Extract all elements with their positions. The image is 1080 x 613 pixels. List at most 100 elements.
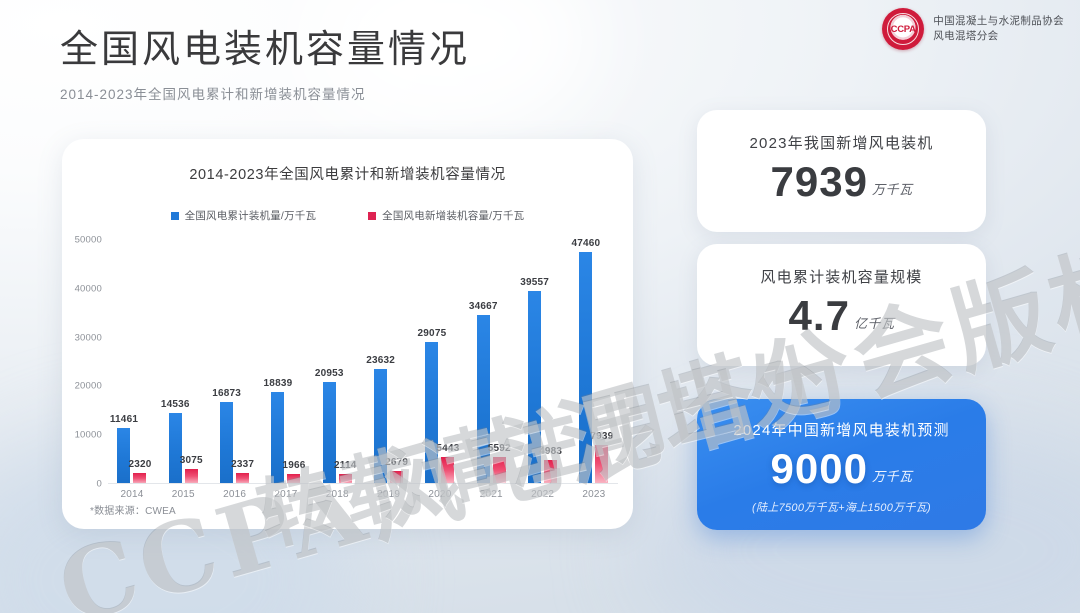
bar-new[interactable]: 4983 (539, 446, 562, 484)
bar-value-label: 18839 (263, 378, 293, 390)
bar-new[interactable]: 5592 (488, 443, 511, 484)
bar-cumulative[interactable]: 23632 (366, 355, 395, 484)
chart-plot-area: 0 10000 20000 30000 40000 50000 11461 2320 1453… (75, 235, 618, 500)
stat-card-forecast-2024: 2024年中国新增风电装机预测 9000 万千瓦 (陆上7500万千瓦+海上15… (697, 399, 986, 530)
bar-new[interactable]: 7939 (590, 431, 613, 484)
bar-group: 11461 2320 (108, 240, 156, 484)
x-axis-tick: 2015 (171, 489, 195, 500)
legend-swatch-icon (170, 211, 179, 220)
bar-value-label: 1966 (282, 460, 306, 472)
chart-card: 2014-2023年全国风电累计和新增装机容量情况 全国风电累计装机量/万千瓦 … (62, 139, 633, 529)
bar-group: 29075 5443 (416, 240, 464, 484)
stat-card-value-row: 7939 万千瓦 (697, 161, 986, 203)
bar-value-label: 2320 (128, 458, 152, 470)
stat-card-subnote: (陆上7500万千瓦+海上1500万千瓦) (752, 502, 931, 514)
bar-value-label: 2337 (231, 458, 255, 470)
page-header: 全国风电装机容量情况 2014-2023年全国风电累计和新增装机容量情况 (60, 28, 470, 103)
x-axis-tick: 2019 (377, 489, 401, 500)
legend-item-cumulative: 全国风电累计装机量/万千瓦 (170, 208, 317, 223)
bar-cumulative[interactable]: 16873 (212, 388, 241, 484)
bar-groups: 11461 2320 14536 3075 16873 2337 18839 1966 2095… (108, 238, 618, 484)
x-axis-line (108, 483, 618, 484)
x-axis-labels: 2014 2015 2016 2017 2018 2019 2020 2021 2022 2023 (108, 489, 618, 500)
bar-value-label: 7939 (590, 431, 614, 443)
bar-new[interactable]: 3075 (180, 455, 203, 484)
stat-card-label: 2024年中国新增风电装机预测 (733, 422, 950, 439)
bar-group: 39557 4983 (519, 240, 567, 484)
stat-card-unit: 万千瓦 (871, 469, 913, 484)
chart-source-note: *数据来源：CWEA (90, 506, 176, 517)
ccpa-seal-icon: CCPA (882, 8, 925, 50)
y-axis-tick: 20000 (74, 380, 102, 392)
legend-item-new: 全国风电新增装机容量/万千瓦 (368, 208, 524, 223)
brand-logo: CCPA 中国混凝土与水泥制品协会 风电混塔分会 (882, 8, 1064, 50)
bar-cumulative[interactable]: 14536 (161, 399, 190, 484)
stat-card-value: 9000 (770, 445, 868, 492)
brand-line-2: 风电混塔分会 (933, 30, 999, 42)
bar-new[interactable]: 2337 (231, 459, 254, 484)
x-axis-tick: 2014 (120, 489, 144, 500)
bar-group: 16873 2337 (211, 240, 259, 484)
brand-text: 中国混凝土与水泥制品协会 风电混塔分会 (933, 15, 1064, 43)
bar-group: 18839 1966 (262, 240, 310, 484)
bar-cumulative[interactable]: 11461 (110, 414, 138, 484)
legend-label: 全国风电新增装机容量/万千瓦 (382, 210, 525, 222)
bar-value-label: 29075 (417, 328, 447, 340)
chart-title: 2014-2023年全国风电累计和新增装机容量情况 (189, 167, 506, 183)
brand-line-1: 中国混凝土与水泥制品协会 (933, 14, 1064, 27)
page-title: 全国风电装机容量情况 (60, 29, 471, 71)
bar-value-label: 5592 (487, 442, 511, 454)
bar-group: 34667 5592 (467, 240, 515, 484)
bar-value-label: 47460 (571, 238, 601, 250)
bar-group: 14536 3075 (159, 240, 207, 484)
bar-new[interactable]: 2679 (385, 457, 408, 484)
bar-group: 20953 2114 (313, 240, 361, 484)
stat-card-unit: 亿千瓦 (853, 316, 895, 331)
bar-value-label: 20953 (314, 367, 344, 379)
chart-legend: 全国风电累计装机量/万千瓦 全国风电新增装机容量/万千瓦 (62, 208, 633, 223)
y-axis-tick: 30000 (74, 332, 102, 344)
bar-value-label: 2114 (334, 459, 357, 471)
x-axis-tick: 2022 (531, 489, 555, 500)
bar-new[interactable]: 2320 (128, 459, 151, 484)
bar-value-label: 34667 (468, 300, 498, 312)
bar-cumulative[interactable]: 39557 (520, 277, 549, 484)
x-axis-tick: 2020 (428, 489, 452, 500)
ccpa-seal-label: CCPA (890, 23, 916, 35)
x-axis-tick: 2021 (479, 489, 503, 500)
stat-card-value-row: 9000 万千瓦 (697, 448, 986, 490)
y-axis-tick: 40000 (74, 283, 102, 295)
bar-value-label: 3075 (179, 455, 203, 466)
stat-card-label: 2023年我国新增风电装机 (749, 135, 934, 152)
legend-swatch-icon (368, 211, 377, 220)
page-subtitle: 2014-2023年全国风电累计和新增装机容量情况 (60, 86, 366, 102)
stat-card-value-row: 4.7 亿千瓦 (697, 295, 986, 337)
stat-card-label: 风电累计装机容量规模 (760, 269, 923, 286)
bar-value-label: 23632 (366, 354, 396, 366)
bar-new[interactable]: 5443 (436, 443, 459, 484)
bar-cumulative[interactable]: 47460 (572, 238, 600, 484)
x-axis-tick: 2018 (325, 489, 349, 500)
x-axis-tick: 2016 (223, 489, 247, 500)
bar-new[interactable]: 1966 (282, 460, 305, 484)
stat-card-cumulative-capacity: 风电累计装机容量规模 4.7 亿千瓦 (697, 244, 986, 366)
y-axis-tick: 50000 (74, 234, 102, 246)
bar-value-label: 11461 (109, 414, 139, 426)
y-axis-tick: 0 (96, 478, 102, 490)
bar-group: 47460 7939 (570, 238, 618, 484)
stat-card-value: 4.7 (788, 292, 850, 339)
x-axis-tick: 2023 (582, 489, 606, 500)
bar-group: 23632 2679 (365, 240, 413, 484)
y-axis-tick: 10000 (74, 429, 102, 441)
bar-value-label: 39557 (520, 276, 549, 288)
bar-cumulative[interactable]: 18839 (264, 378, 292, 484)
bar-value-label: 5443 (436, 443, 460, 455)
bar-cumulative[interactable]: 34667 (469, 301, 497, 484)
stat-card-value: 7939 (770, 158, 868, 205)
y-axis-labels: 0 10000 20000 30000 40000 50000 (62, 235, 106, 490)
bar-cumulative[interactable]: 29075 (418, 328, 446, 484)
bar-new[interactable]: 2114 (334, 460, 356, 484)
stat-card-new-installation-2023: 2023年我国新增风电装机 7939 万千瓦 (697, 110, 986, 232)
bar-value-label: 2679 (385, 456, 409, 468)
bar-cumulative[interactable]: 20953 (315, 368, 343, 484)
